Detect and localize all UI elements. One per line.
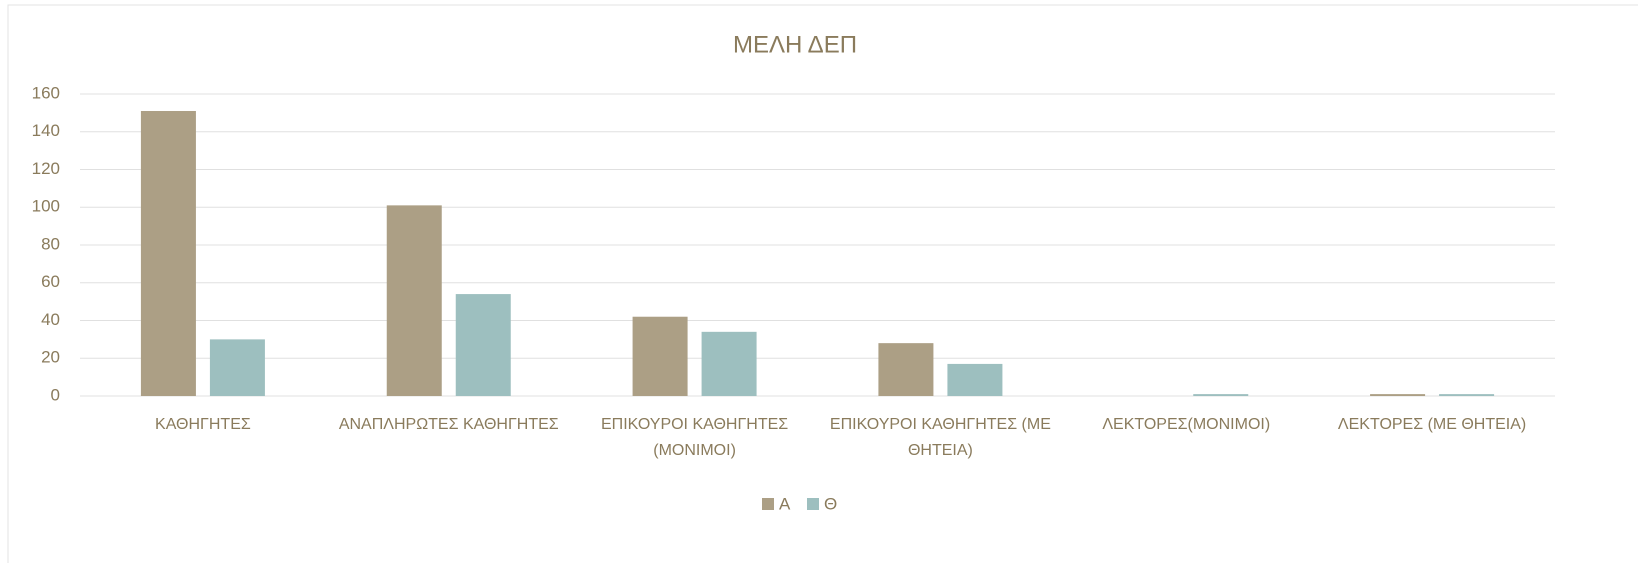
legend-swatch — [762, 498, 774, 510]
x-tick-label: ΚΑΘΗΓΗΤΕΣ — [155, 416, 251, 433]
y-tick-label: 0 — [51, 385, 60, 404]
bar — [701, 331, 757, 396]
x-tick-label: ΕΠΙΚΟΥΡΟΙ ΚΑΘΗΓΗΤΕΣ (ΜΕ ΘΗΤΕΙΑ) — [829, 416, 1051, 459]
x-tick-label: ΛΕΚΤΟΡΕΣ (ΜΕ ΘΗΤΕΙΑ) — [1337, 416, 1527, 433]
bar — [947, 363, 1003, 396]
bar — [386, 205, 442, 396]
legend-swatch — [807, 498, 819, 510]
y-tick-label: 60 — [41, 272, 60, 291]
bar — [1370, 394, 1426, 396]
bar — [455, 294, 511, 396]
chart-title: ΜΕΛΗ ΔΕΠ — [733, 31, 857, 58]
bar — [878, 343, 934, 396]
y-tick-label: 80 — [41, 234, 60, 253]
y-tick-label: 140 — [32, 121, 60, 140]
y-tick-label: 100 — [32, 197, 60, 216]
x-tick-label: ΛΕΚΤΟΡΕΣ(ΜΟΝΙΜΟΙ) — [1102, 416, 1271, 433]
bar — [1193, 394, 1249, 396]
legend-label: Θ — [824, 494, 837, 513]
y-tick-label: 160 — [32, 83, 60, 102]
bar — [1439, 394, 1495, 396]
bar — [140, 110, 196, 397]
bar — [209, 339, 265, 396]
x-tick-label: ΑΝΑΠΛΗΡΩΤΕΣ ΚΑΘΗΓΗΤΕΣ — [338, 416, 559, 433]
bar — [632, 316, 688, 396]
chart-frame — [7, 4, 1638, 563]
legend-label: Α — [779, 494, 791, 513]
y-tick-label: 120 — [32, 159, 60, 178]
y-tick-label: 40 — [41, 310, 60, 329]
x-tick-label: ΕΠΙΚΟΥΡΟΙ ΚΑΘΗΓΗΤΕΣ (ΜΟΝΙΜΟΙ) — [600, 416, 789, 459]
y-tick-label: 20 — [41, 348, 60, 367]
